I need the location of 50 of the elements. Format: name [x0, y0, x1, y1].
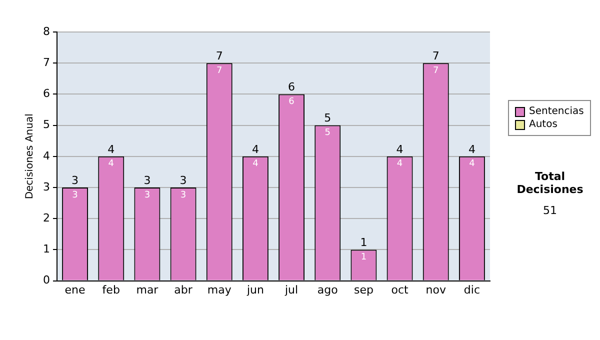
x-tick-label: may	[207, 283, 232, 296]
x-tick-label: jun	[246, 283, 264, 296]
data-label: 7	[216, 66, 222, 76]
total-label: 3	[144, 174, 151, 187]
x-tick-label: ene	[64, 283, 86, 296]
total-label: 3	[72, 174, 79, 187]
x-tick-label: oct	[391, 283, 410, 296]
y-axis-title: Decisiones Anual	[24, 114, 36, 200]
total-label: 7	[432, 49, 440, 62]
y-tick-label: 8	[43, 24, 50, 38]
x-tick-label: ago	[317, 283, 338, 296]
total-label: 6	[288, 80, 296, 94]
y-tick-label: 4	[43, 149, 50, 162]
x-tick-label: abr	[174, 283, 193, 296]
legend-label: Sentencias	[528, 106, 584, 117]
y-tick-label: 0	[43, 274, 50, 287]
data-label: 3	[180, 190, 186, 200]
x-tick-label: nov	[426, 283, 446, 296]
x-tick-label: mar	[136, 283, 159, 296]
y-tick-label: 5	[43, 118, 50, 132]
data-label: 4	[108, 159, 114, 170]
data-label: 3	[144, 190, 150, 200]
x-tick-label: jul	[284, 283, 298, 296]
total-label: 1	[360, 236, 368, 250]
x-tick-label: dic	[464, 283, 480, 296]
x-tick-label: feb	[102, 283, 120, 296]
total-label: 4	[396, 142, 404, 156]
data-label: 5	[324, 128, 330, 138]
y-tick-label: 2	[43, 211, 50, 224]
total-label: 3	[180, 174, 187, 187]
y-tick-label: 3	[43, 180, 50, 194]
data-label: 1	[360, 252, 367, 263]
text: 51	[542, 204, 558, 217]
x-tick-label: sep	[354, 283, 374, 296]
data-label: 3	[72, 190, 78, 200]
total-label: 4	[468, 142, 476, 156]
total-label: 5	[324, 112, 332, 125]
total-label: 7	[216, 49, 223, 62]
data-label: 4	[469, 159, 476, 170]
y-tick-label: 7	[43, 56, 50, 69]
total-label: 4	[252, 142, 259, 156]
y-tick-label: 1	[43, 242, 50, 256]
legend-label: Autos	[528, 119, 558, 130]
data-label: 4	[396, 159, 403, 170]
text: Total Decisiones	[516, 170, 584, 196]
total-label: 4	[108, 142, 115, 156]
y-tick-label: 6	[43, 87, 50, 100]
data-label: 6	[288, 97, 295, 108]
data-label: 4	[252, 159, 259, 170]
data-label: 7	[433, 66, 439, 76]
